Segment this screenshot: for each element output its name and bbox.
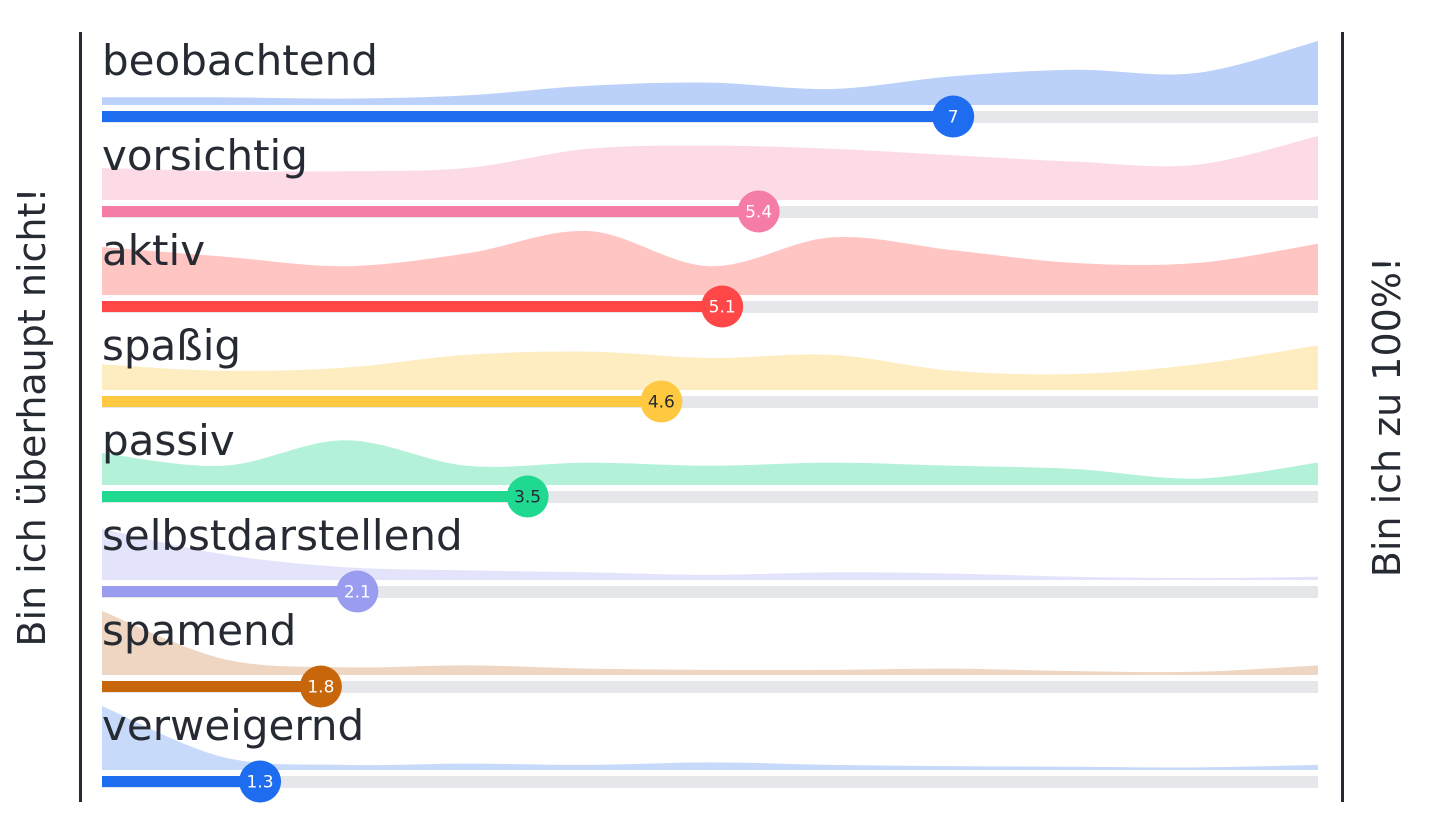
bar-track	[102, 776, 1318, 788]
chart-row: 2.1 selbstdarstellend	[102, 511, 1318, 613]
value-label: 5.4	[745, 203, 772, 223]
chart-row: 5.4 vorsichtig	[102, 131, 1318, 233]
distribution-area	[102, 41, 1318, 105]
chart-row: 4.6 spaßig	[102, 321, 1318, 423]
distribution-area	[102, 136, 1318, 200]
value-label: 3.5	[514, 488, 541, 508]
left-axis-line	[79, 32, 82, 802]
bar-track	[102, 586, 1318, 598]
chart-row: 1.3 verweigernd	[102, 701, 1318, 803]
chart-row: 3.5 passiv	[102, 416, 1318, 518]
value-label: 4.6	[648, 393, 675, 413]
value-marker	[336, 570, 379, 613]
value-label: 1.8	[307, 678, 334, 698]
category-label: vorsichtig	[102, 131, 308, 180]
value-marker	[506, 475, 549, 518]
category-label: spamend	[102, 606, 296, 655]
value-label: 5.1	[709, 298, 736, 318]
value-label: 7	[948, 108, 959, 128]
distribution-area	[102, 706, 1318, 770]
value-marker	[640, 380, 683, 423]
category-label: selbstdarstellend	[102, 511, 463, 560]
chart-row: 5.1 aktiv	[102, 226, 1318, 328]
value-bar	[102, 586, 358, 597]
category-label: verweigernd	[102, 701, 364, 750]
value-marker	[701, 285, 744, 328]
value-bar	[102, 111, 954, 122]
chart-row: 1.8 spamend	[102, 606, 1318, 708]
value-marker	[299, 665, 342, 708]
value-marker	[737, 190, 780, 233]
value-bar	[102, 491, 528, 502]
distribution-area	[102, 528, 1318, 580]
value-marker	[932, 95, 975, 138]
category-label: spaßig	[102, 321, 241, 370]
bar-track	[102, 681, 1318, 693]
value-label: 1.3	[247, 773, 274, 793]
chart-row: 7 beobachtend	[102, 36, 1318, 138]
value-bar	[102, 396, 662, 407]
value-bar	[102, 301, 723, 312]
value-bar	[102, 776, 261, 787]
category-label: beobachtend	[102, 36, 378, 85]
distribution-area	[102, 230, 1318, 295]
category-label: aktiv	[102, 226, 205, 275]
distribution-area	[102, 345, 1318, 390]
right-axis-line	[1341, 32, 1344, 802]
distribution-area	[102, 611, 1318, 675]
value-bar	[102, 206, 759, 217]
distribution-area	[102, 440, 1318, 485]
category-label: passiv	[102, 416, 235, 465]
value-bar	[102, 681, 321, 692]
value-marker	[239, 760, 282, 803]
value-label: 2.1	[344, 583, 371, 603]
